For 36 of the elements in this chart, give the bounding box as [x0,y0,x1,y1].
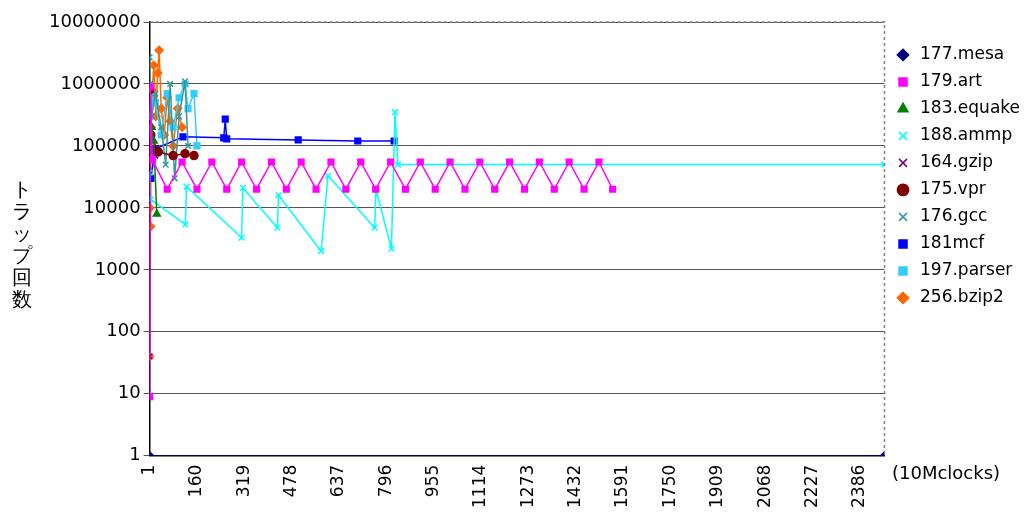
x-tick-label: 955 [422,464,443,498]
x-tick-label: 2386 [848,464,869,508]
y-tick-label: 100000 [71,133,141,155]
legend-label: 175.vpr [920,178,986,199]
legend-label: 176.gcc [920,205,988,226]
x-tick-label: 796 [374,464,395,498]
y-tick-label: 1000 [94,257,141,279]
legend-label: 177.mesa [920,43,1005,64]
legend-label: 188.ammp [920,124,1013,145]
legend-label: 164.gzip [920,151,994,172]
x-tick-label: 1591 [611,464,632,508]
x-tick-label: 1273 [516,464,537,508]
legend-label: 256.bzip2 [920,286,1004,307]
x-tick-label: 637 [327,464,348,498]
y-tick-label: 1000000 [60,71,141,93]
x-tick-label: 1 [138,464,159,476]
legend-label: 183.equake [920,97,1021,118]
legend-label: 197.parser [920,259,1013,280]
x-tick-label: 160 [185,464,206,498]
x-tick-label: 1114 [469,464,490,508]
x-tick-label: 1909 [706,464,727,508]
y-tick-label: 10000000 [48,9,141,31]
legend-label: 179.art [920,70,983,91]
y-tick-label: 10 [117,381,141,403]
y-tick-label: 10000 [83,195,141,217]
x-tick-label: 478 [280,464,301,498]
x-tick-label: 1750 [658,464,679,508]
y-tick-label: 100 [106,319,141,341]
x-tick-label: 2068 [753,464,774,508]
x-tick-label: 2227 [800,464,821,508]
x-axis-title: (10Mclocks) [892,462,1001,483]
y-axis-title: トラップ回数 [11,177,34,311]
x-tick-label: 319 [232,464,253,498]
legend-label: 181mcf [920,232,986,253]
x-tick-label: 1432 [564,464,585,508]
y-tick-label: 1 [129,443,141,465]
